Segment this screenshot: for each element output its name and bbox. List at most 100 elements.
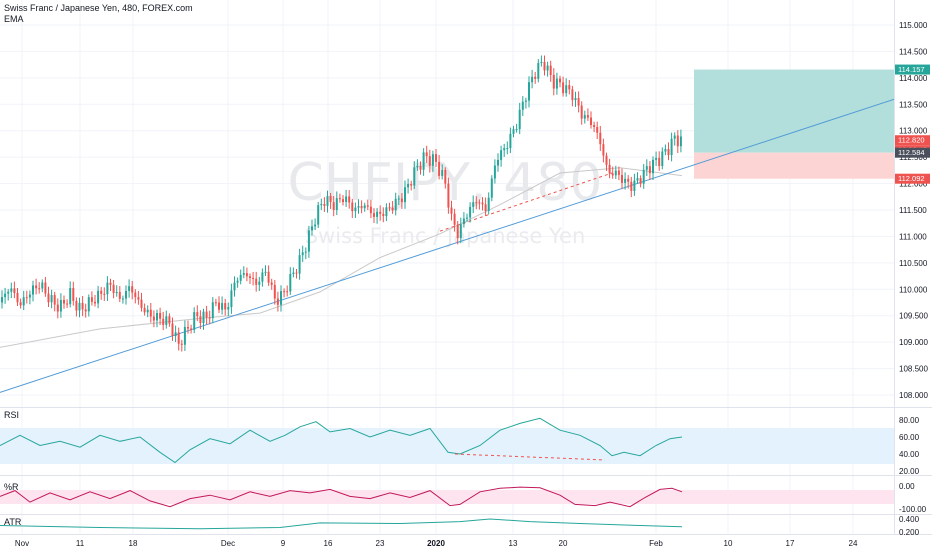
candle-body — [128, 286, 131, 291]
candle-body — [500, 150, 503, 160]
candle-body — [10, 288, 13, 292]
trendline[interactable] — [0, 98, 896, 393]
candle-body — [41, 282, 44, 289]
candle-body — [676, 135, 679, 147]
time-tick-label: 24 — [849, 539, 858, 548]
candle-body — [521, 101, 524, 110]
candle-body — [453, 213, 456, 225]
candle-body — [469, 206, 472, 218]
candle-body — [630, 181, 633, 191]
rr-tick-label: -100.00 — [899, 505, 927, 514]
candle-body — [35, 285, 38, 289]
candle-body — [320, 204, 323, 206]
symbol-title[interactable]: Swiss Franc / Japanese Yen, 480, FOREX.c… — [4, 3, 193, 13]
candle-body — [441, 170, 444, 176]
candle-body — [249, 276, 251, 278]
candle-body — [552, 74, 555, 89]
atr-path — [0, 518, 683, 530]
candle-body — [190, 328, 193, 330]
candle-body — [7, 291, 10, 294]
position-target-zone[interactable] — [694, 69, 894, 153]
price-tick-label: 108.000 — [899, 391, 928, 400]
price-tick-label: 111.000 — [899, 232, 927, 241]
candle-body — [391, 207, 394, 211]
candle-body — [475, 202, 478, 204]
candle-body — [679, 136, 682, 147]
candle-body — [90, 297, 93, 302]
candle-body — [512, 129, 515, 134]
candle-body — [493, 165, 496, 179]
atr-label[interactable]: ATR — [4, 517, 22, 527]
time-tick-label: 2020 — [427, 539, 445, 548]
candle-body — [242, 273, 245, 275]
rsi-band — [0, 428, 894, 464]
price-tick-label: 110.500 — [899, 259, 928, 268]
candle-body — [456, 224, 459, 239]
candle-body — [357, 206, 360, 208]
candle-body — [311, 226, 313, 231]
price-tag-bg — [895, 64, 930, 75]
candle-body — [428, 156, 431, 166]
candle-body — [280, 291, 282, 305]
candle-body — [276, 298, 279, 305]
candle-body — [121, 298, 124, 300]
position-stop-zone[interactable] — [694, 152, 894, 179]
time-tick-label: 20 — [559, 539, 568, 548]
rsi-path — [0, 417, 683, 464]
candle-body — [472, 202, 475, 207]
price-tag-label: 112.584 — [898, 148, 925, 157]
candle-body — [283, 291, 286, 293]
time-tick-label: 18 — [129, 539, 138, 548]
time-axis[interactable]: Nov 11 18 Dec 9 16 23 2020 13 20 Feb 10 17 24 — [15, 539, 858, 548]
candle-body — [245, 273, 248, 277]
candle-body — [323, 204, 326, 206]
watermark-name: Swiss Franc / Japanese Yen — [305, 224, 586, 248]
candle-body — [487, 197, 490, 211]
candle-body — [605, 155, 608, 165]
candle-body — [419, 165, 422, 170]
candle-body — [252, 277, 255, 279]
indicator-axes[interactable]: 80.00 60.00 40.00 20.00 0.00 -100.000.400 0.20… — [899, 416, 927, 537]
candle-body — [363, 205, 366, 209]
candle-body — [586, 115, 589, 118]
candle-body — [466, 217, 468, 219]
time-tick-label: 9 — [281, 539, 286, 548]
price-tag-label: 112.820 — [898, 136, 925, 145]
price-tag-bg — [895, 135, 930, 146]
candle-body — [528, 82, 530, 101]
price-tick-label: 114.000 — [899, 74, 928, 83]
price-tick-label: 111.500 — [899, 206, 927, 215]
candle-body — [193, 312, 196, 330]
candle-body — [273, 284, 276, 299]
rsi-label[interactable]: RSI — [4, 410, 20, 420]
price-tick-label: 110.000 — [899, 285, 928, 294]
candle-body — [72, 288, 75, 301]
time-tick-label: 13 — [509, 539, 518, 548]
ema-legend[interactable]: EMA — [4, 14, 24, 24]
time-tick-label: 16 — [324, 539, 333, 548]
candle-body — [580, 105, 583, 119]
rr-tick-label: 0.00 — [899, 482, 915, 491]
candle-body — [394, 198, 397, 211]
candle-body — [177, 332, 180, 344]
candle-body — [258, 281, 261, 285]
candle-body — [462, 218, 465, 225]
price-axis[interactable]: 115.000 114.500 114.000 113.500 113.000 112.5… — [899, 21, 928, 400]
candle-body — [174, 332, 177, 336]
candle-body — [22, 297, 25, 306]
candle-body — [546, 65, 549, 71]
candle-body — [655, 157, 658, 160]
candle-body — [100, 290, 103, 294]
candle-body — [366, 205, 369, 207]
candle-body — [614, 170, 617, 176]
rr-label[interactable]: %R — [4, 482, 19, 492]
candle-body — [202, 311, 205, 323]
candle-body — [56, 304, 59, 312]
candle-body — [97, 290, 100, 304]
candle-body — [667, 149, 670, 156]
candle-body — [211, 302, 214, 319]
atr-tick-label: 0.200 — [899, 528, 920, 537]
candle-body — [84, 309, 87, 312]
candle-body — [289, 274, 292, 292]
